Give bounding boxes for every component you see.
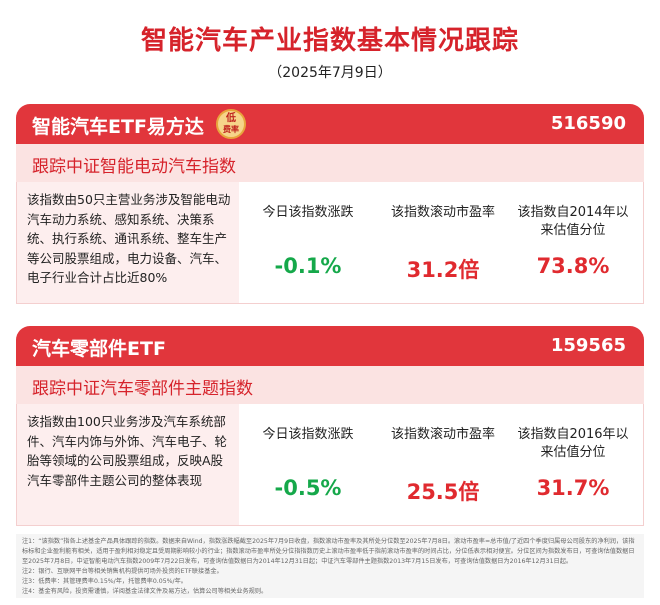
tracking-index: 跟踪中证汽车零部件主题指数	[32, 379, 253, 399]
fund-name: 汽车零部件ETF	[32, 338, 166, 360]
metric-daily-change: 今日该指数涨跌 -0.5%	[243, 426, 373, 500]
report-date: （2025年7月9日）	[268, 65, 392, 81]
metric-label: 今日该指数涨跌	[262, 427, 354, 442]
etf-card-smart-auto: 智能汽车ETF易方达 低 费率 516590 跟踪中证智能电动汽车指数 该指数由…	[16, 104, 644, 304]
metric-value: -0.1%	[274, 254, 342, 278]
metric-value: 73.8%	[536, 254, 610, 278]
metric-value: 31.2倍	[406, 258, 480, 282]
card-header: 智能汽车ETF易方达 低 费率 516590	[16, 104, 644, 144]
metric-value: -0.5%	[274, 476, 342, 500]
metric-daily-change: 今日该指数涨跌 -0.1%	[243, 204, 373, 278]
card-body: 该指数由100只业务涉及汽车系统部件、汽车内饰与外饰、汽车电子、轮胎等领域的公司…	[16, 404, 644, 526]
tracking-bar: 跟踪中证智能电动汽车指数	[16, 144, 644, 182]
fund-code: 516590	[550, 113, 626, 134]
fund-name: 智能汽车ETF易方达	[32, 116, 204, 138]
tracking-index: 跟踪中证智能电动汽车指数	[32, 157, 236, 177]
metric-valuation-percentile: 该指数自2014年以来估值分位 73.8%	[517, 204, 629, 278]
fund-code: 159565	[550, 335, 626, 356]
footnote: 注2：银行、互联网平台等相关销售机构提供可场外投资的ETF联接基金。	[22, 568, 223, 575]
footnote: 注4：基金有风险，投资需谨慎，详阅基金法律文件及易方达，估算公司等相关业务规则。	[22, 588, 268, 595]
metric-label: 今日该指数涨跌	[262, 205, 354, 220]
metric-valuation-percentile: 该指数自2016年以来估值分位 31.7%	[517, 426, 629, 500]
metric-pe-ratio: 该指数滚动市盈率 31.2倍	[373, 204, 513, 284]
badge-line2: 费率	[223, 125, 239, 134]
badge-line1: 低	[226, 113, 236, 124]
metric-label: 该指数滚动市盈率	[390, 427, 495, 442]
page-title: 智能汽车产业指数基本情况跟踪	[140, 26, 519, 56]
card-header: 汽车零部件ETF 159565	[16, 326, 644, 366]
index-description: 该指数由100只业务涉及汽车系统部件、汽车内饰与外饰、汽车电子、轮胎等领域的公司…	[17, 404, 239, 525]
metric-value: 31.7%	[536, 476, 610, 500]
metric-label: 该指数滚动市盈率	[390, 205, 495, 220]
footnotes: 注1：“该指数”指各上述基金产品具体跟踪的指数。数据来自Wind，指数涨跌幅截至…	[16, 534, 644, 598]
card-body: 该指数由50只主营业务涉及智能电动汽车动力系统、感知系统、决策系统、执行系统、通…	[16, 182, 644, 304]
index-description: 该指数由50只主营业务涉及智能电动汽车动力系统、感知系统、决策系统、执行系统、通…	[17, 182, 239, 303]
low-fee-badge-icon: 低 费率	[216, 109, 246, 139]
footnote: 注1：“该指数”指各上述基金产品具体跟踪的指数。数据来自Wind，指数涨跌幅截至…	[22, 538, 635, 565]
tracking-bar: 跟踪中证汽车零部件主题指数	[16, 366, 644, 404]
metric-label: 该指数自2016年以来估值分位	[517, 427, 629, 460]
metric-value: 25.5倍	[406, 480, 480, 504]
metric-label: 该指数自2014年以来估值分位	[517, 205, 629, 238]
metric-pe-ratio: 该指数滚动市盈率 25.5倍	[373, 426, 513, 506]
footnote: 注3：低费率：其管理费率0.15%/年，托管费率0.05%/年。	[22, 578, 187, 585]
etf-card-auto-parts: 汽车零部件ETF 159565 跟踪中证汽车零部件主题指数 该指数由100只业务…	[16, 326, 644, 526]
